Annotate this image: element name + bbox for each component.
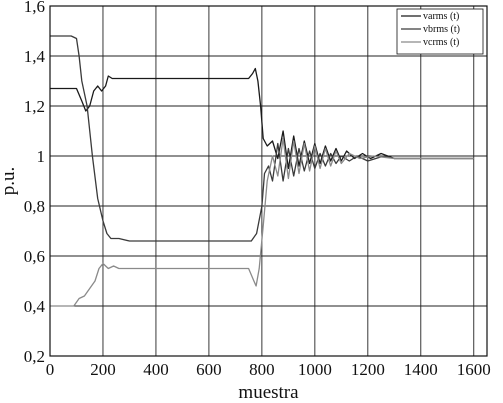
y-tick-label: 1 (37, 147, 46, 166)
series-line (50, 137, 474, 307)
x-tick-label: 600 (196, 360, 222, 379)
legend-label: varms (t) (423, 11, 459, 22)
x-tick-label: 200 (90, 360, 116, 379)
x-tick-label: 1600 (457, 360, 491, 379)
x-axis-title: muestra (238, 382, 299, 403)
series-line (50, 35, 474, 242)
y-tick-label: 0,6 (24, 247, 45, 266)
x-tick-label: 0 (46, 360, 55, 379)
y-tick-label: 0,2 (24, 347, 45, 366)
legend: varms (t) vbrms (t) vcrms (t) (396, 8, 484, 55)
y-tick-label: 0,4 (24, 297, 46, 316)
x-tick-label: 400 (143, 360, 169, 379)
grid (49, 5, 487, 357)
y-axis-title: p.u. (0, 167, 19, 196)
y-tick-labels: 0,2 0,4 0,6 0,8 1 1,2 1,4 1,6 (24, 0, 46, 366)
y-tick-label: 1,4 (24, 47, 46, 66)
x-tick-label: 1200 (351, 360, 385, 379)
legend-label: vcrms (t) (423, 37, 459, 48)
y-tick-label: 0,8 (24, 197, 45, 216)
series-line (50, 67, 474, 170)
y-tick-label: 1,6 (24, 0, 45, 16)
series-lines (50, 35, 474, 307)
y-tick-label: 1,2 (24, 97, 45, 116)
plot-frame (49, 5, 488, 357)
x-tick-label: 800 (249, 360, 275, 379)
x-tick-label: 1000 (298, 360, 332, 379)
x-tick-label: 1400 (404, 360, 438, 379)
x-tick-labels: 0 200 400 600 800 1000 1200 1400 1600 (46, 360, 491, 379)
legend-label: vbrms (t) (423, 24, 460, 35)
